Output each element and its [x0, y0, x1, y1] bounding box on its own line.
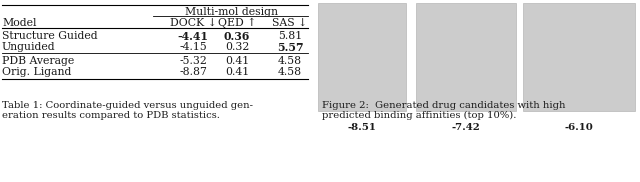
Text: 5.57: 5.57: [276, 42, 303, 53]
Text: 0.32: 0.32: [225, 42, 249, 52]
Text: 0.41: 0.41: [225, 67, 249, 77]
Bar: [318, 3, 406, 111]
Text: -7.42: -7.42: [452, 123, 481, 132]
Text: -8.51: -8.51: [348, 123, 376, 132]
Text: Unguided: Unguided: [2, 42, 56, 52]
Text: Orig. Ligand: Orig. Ligand: [2, 67, 72, 77]
Text: Table 1: Coordinate-guided versus unguided gen-: Table 1: Coordinate-guided versus unguid…: [2, 101, 253, 110]
Text: -5.32: -5.32: [179, 56, 207, 66]
Bar: [416, 3, 516, 111]
Text: QED ↑: QED ↑: [218, 18, 256, 28]
Text: 4.58: 4.58: [278, 56, 302, 66]
Text: 0.41: 0.41: [225, 56, 249, 66]
Text: 0.36: 0.36: [224, 31, 250, 42]
Text: predicted binding affinities (top 10%).: predicted binding affinities (top 10%).: [322, 111, 516, 120]
Text: 4.58: 4.58: [278, 67, 302, 77]
Text: 5.81: 5.81: [278, 31, 302, 41]
Text: DOCK ↓: DOCK ↓: [170, 18, 216, 28]
Text: SAS ↓: SAS ↓: [273, 18, 308, 28]
Text: PDB Average: PDB Average: [2, 56, 74, 66]
Text: -4.15: -4.15: [179, 42, 207, 52]
Text: Figure 2:  Generated drug candidates with high: Figure 2: Generated drug candidates with…: [322, 101, 566, 110]
Text: Model: Model: [2, 18, 36, 28]
Text: eration results compared to PDB statistics.: eration results compared to PDB statisti…: [2, 111, 220, 120]
Text: -6.10: -6.10: [564, 123, 593, 132]
Text: -4.41: -4.41: [177, 31, 209, 42]
Text: Structure Guided: Structure Guided: [2, 31, 98, 41]
Text: -8.87: -8.87: [179, 67, 207, 77]
Bar: [523, 3, 635, 111]
Text: Multi-mol design: Multi-mol design: [185, 7, 278, 17]
